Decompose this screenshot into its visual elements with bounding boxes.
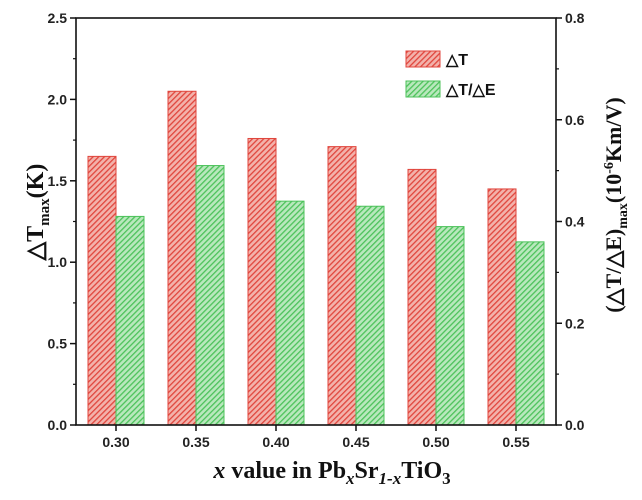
y-left-tick-label: 0.0 <box>48 417 68 433</box>
y-right-tick-label: 0.4 <box>565 214 585 230</box>
wechat-icon <box>461 462 477 478</box>
x-tick-label: 0.45 <box>342 434 369 450</box>
x-axis-title-sr: Sr <box>355 458 379 484</box>
y-left-tick-label: 0.5 <box>48 336 68 352</box>
bar-dt-0.55 <box>487 188 517 426</box>
bar-dt-de-0.40 <box>275 200 305 426</box>
watermark-text: 微信号: J_Materiomics <box>482 464 619 479</box>
y-axis-right-title-unit-pre: (10 <box>601 174 626 203</box>
y-axis-left-title-sub: max <box>37 198 53 226</box>
bar-dt-0.30 <box>87 155 117 426</box>
x-tick-label: 0.30 <box>102 434 129 450</box>
bar-dt-de-0.55 <box>515 241 545 426</box>
y-left-tick-label: 1.5 <box>48 173 68 189</box>
y-axis-left-title-main: △T <box>23 226 49 261</box>
x-axis-title-var: x <box>212 458 225 484</box>
y-axis-right-title-unit-post: Km/V) <box>601 97 626 162</box>
x-tick-label: 0.50 <box>422 434 449 450</box>
watermark: 微信号: J_Materiomics <box>461 462 619 479</box>
x-axis-title-mid: value in Pb <box>225 458 346 484</box>
legend-label-dt-de: △T/△E <box>445 82 496 99</box>
bar-dt-de-0.45 <box>355 205 385 426</box>
y-right-tick-label: 0.2 <box>565 315 585 331</box>
x-axis-title: x value in PbxSr1-xTiO3 <box>212 458 450 488</box>
y-left-tick-label: 1.0 <box>48 254 68 270</box>
bar-dt-0.40 <box>247 137 277 426</box>
y-axis-left-title-unit: (K) <box>23 164 49 199</box>
y-axis-right-title: (△T/△E)max(10-6Km/V) <box>601 97 631 312</box>
y-left-tick-label: 2.0 <box>48 91 68 107</box>
bar-dt-0.35 <box>167 90 197 426</box>
y-left-tick-label: 2.5 <box>48 10 68 26</box>
bar-dt-de-0.35 <box>195 165 225 426</box>
x-axis-title-sub1: x <box>345 469 355 488</box>
legend: △T △T/△E <box>405 50 496 99</box>
plot-frame <box>75 17 557 426</box>
legend-swatch-dt <box>405 50 441 68</box>
x-axis-title-sub3: 3 <box>442 469 451 488</box>
bar-dt-de-0.30 <box>115 215 145 426</box>
x-tick-label: 0.35 <box>182 434 209 450</box>
x-axis-title-tio: TiO <box>401 458 442 484</box>
y-right-tick-label: 0.0 <box>565 417 585 433</box>
x-tick-label: 0.40 <box>262 434 289 450</box>
bar-dt-0.45 <box>327 146 357 426</box>
bar-dt-0.50 <box>407 168 437 426</box>
y-axis-right-title-main: (△T/△E) <box>601 229 626 313</box>
legend-label-dt: △T <box>445 52 468 69</box>
x-axis-title-sub2: 1-x <box>379 469 402 488</box>
y-axis-right-title-unit-sup: -6 <box>602 162 617 174</box>
axis-ticks: 0.30 0.35 0.40 0.45 0.50 0.55 0.0 0.5 1.0 1.5 2.0 2… <box>48 10 585 450</box>
bar-dt-de-0.50 <box>435 226 465 426</box>
y-axis-left-title: △Tmax(K) <box>23 164 53 262</box>
y-axis-right-title-sub: max <box>616 203 631 229</box>
bars <box>87 90 545 426</box>
x-tick-label: 0.55 <box>502 434 529 450</box>
y-right-tick-label: 0.8 <box>565 10 585 26</box>
y-right-tick-label: 0.6 <box>565 112 585 128</box>
legend-swatch-dt-de <box>405 80 441 98</box>
